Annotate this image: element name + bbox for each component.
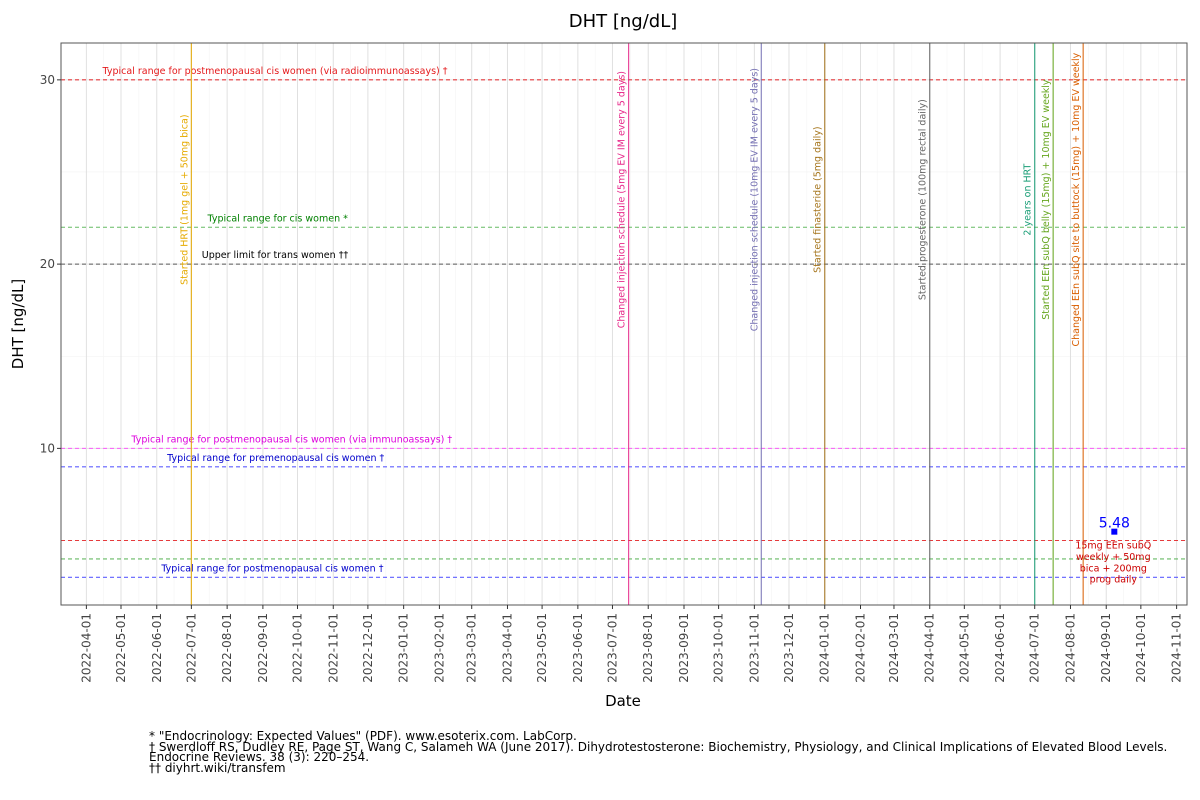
- x-tick-label: 2023-03-01: [465, 613, 479, 683]
- x-tick-label: 2023-08-01: [641, 613, 655, 683]
- x-tick-label: 2024-07-01: [1028, 613, 1042, 683]
- event-label: Started HRT (1mg gel + 50mg bica): [179, 114, 190, 284]
- event-label: Changed EEn subQ site to buttock (15mg) …: [1071, 52, 1082, 346]
- x-tick-label: 2023-11-01: [747, 613, 761, 683]
- chart-title: DHT [ng/dL]: [569, 11, 678, 32]
- x-tick-label: 2024-04-01: [923, 613, 937, 683]
- reference-line-label: Typical range for premenopausal cis wome…: [166, 453, 384, 464]
- event-label: Started EEn subQ belly (15mg) + 10mg EV …: [1041, 79, 1052, 320]
- event-label: 2 years on HRT: [1023, 163, 1034, 235]
- x-tick-label: 2024-03-01: [887, 613, 901, 683]
- data-point-note: 15mg EEn subQ weekly + 50mg bica + 200mg pr…: [1075, 541, 1151, 586]
- axes: 10 20 30 2022-04-01 2022-05-01 2022-06-01 2022…: [40, 73, 1184, 683]
- event-label: Changed injection schedule (5mg EV IM ev…: [617, 71, 628, 328]
- x-tick-label: 2024-09-01: [1099, 613, 1113, 683]
- reference-line-label: Typical range for postmenopausal cis wom…: [130, 434, 452, 445]
- y-tick-label: 10: [40, 441, 55, 455]
- x-tick-label: 2023-05-01: [535, 613, 549, 683]
- footnote-2: † Swerdloff RS, Dudley RE, Page ST, Wang…: [149, 739, 1168, 754]
- grid-lines: [61, 43, 1187, 605]
- x-tick-label: 2023-09-01: [677, 613, 691, 683]
- x-tick-label: 2022-12-01: [361, 613, 375, 683]
- footnote-3: Endocrine Reviews. 38 (3): 220–254.: [149, 750, 370, 764]
- x-tick-label: 2022-04-01: [79, 613, 93, 683]
- event-label: Started finasteride (5mg daily): [813, 126, 824, 272]
- x-axis-label: Date: [605, 692, 641, 710]
- x-tick-label: 2023-04-01: [500, 613, 514, 683]
- footnote-1: * "Endocrinology: Expected Values" (PDF)…: [149, 729, 577, 743]
- x-tick-label: 2022-07-01: [184, 613, 198, 683]
- x-tick-label: 2023-10-01: [712, 613, 726, 683]
- x-tick-label: 2022-05-01: [114, 613, 128, 683]
- x-tick-label: 2022-09-01: [256, 613, 270, 683]
- reference-line-label: Upper limit for trans women ††: [202, 250, 349, 261]
- data-point-value-label: 5.48: [1099, 516, 1130, 532]
- x-tick-label: 2022-06-01: [150, 613, 164, 683]
- x-tick-label: 2023-06-01: [571, 613, 585, 683]
- footnotes: * "Endocrinology: Expected Values" (PDF)…: [149, 729, 1194, 775]
- x-tick-label: 2024-08-01: [1063, 613, 1077, 683]
- y-axis-label: DHT [ng/dL]: [9, 279, 27, 369]
- event-label: Changed injection schedule (10mg EV IM e…: [749, 68, 760, 331]
- reference-line-label: Typical range for postmenopausal cis wom…: [102, 66, 448, 77]
- x-tick-label: 2023-02-01: [432, 613, 446, 683]
- x-tick-label: 2023-01-01: [397, 613, 411, 683]
- x-tick-label: 2023-07-01: [605, 613, 619, 683]
- footnote-4: †† diyhrt.wiki/transfem: [149, 760, 286, 775]
- x-tick-label: 2022-11-01: [326, 613, 340, 683]
- reference-line-label: Typical range for cis women *: [207, 213, 349, 224]
- x-tick-label: 2022-08-01: [220, 613, 234, 683]
- data-point: [1111, 528, 1118, 535]
- x-tick-label: 2022-10-01: [291, 613, 305, 683]
- data-points: 5.48 15mg EEn subQ weekly + 50mg bica + 200…: [1075, 516, 1151, 586]
- x-tick-label: 2024-11-01: [1170, 613, 1184, 683]
- event-label: Started progesterone (100mg rectal daily…: [918, 99, 929, 300]
- x-tick-label: 2023-12-01: [782, 613, 796, 683]
- x-tick-label: 2024-02-01: [854, 613, 868, 683]
- plot-frame: [60, 42, 1188, 606]
- plot-area: [61, 43, 1187, 605]
- x-tick-label: 2024-01-01: [818, 613, 832, 683]
- reference-lines: Typical range for postmenopausal cis wom…: [61, 66, 1187, 578]
- y-tick-label: 20: [40, 257, 55, 271]
- x-tick-label: 2024-05-01: [957, 613, 971, 683]
- x-tick-label: 2024-06-01: [993, 613, 1007, 683]
- x-tick-label: 2024-10-01: [1134, 613, 1148, 683]
- event-lines: Started HRT (1mg gel + 50mg bica) Changed…: [179, 43, 1084, 605]
- y-tick-label: 30: [40, 73, 55, 87]
- reference-line-label: Typical range for postmenopausal cis wom…: [160, 563, 383, 574]
